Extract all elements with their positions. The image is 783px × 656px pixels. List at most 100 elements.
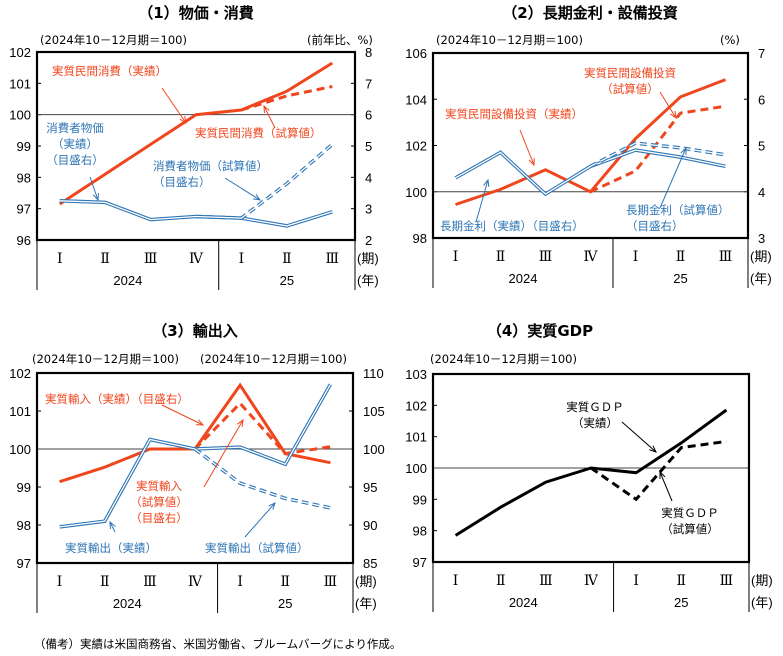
annotation-text: 実質民間設備投資 — [584, 66, 676, 80]
left-tick-label: 98 — [413, 231, 427, 246]
annotation-arrow-icon — [659, 471, 673, 502]
right-tick-label: 7 — [758, 46, 765, 61]
x-year-label: 2024 — [509, 595, 538, 610]
left-tick-label: 102 — [9, 45, 31, 60]
annotation-arrowhead-icon — [483, 178, 490, 188]
left-tick-label: 98 — [17, 518, 31, 533]
right-tick-label: 3 — [758, 231, 765, 246]
annotation-text: （目盛右） — [153, 175, 211, 189]
annotation-text: 実質輸出（実績） — [65, 541, 157, 555]
right-tick-label: 4 — [365, 170, 372, 185]
x-tick-label: Ⅲ — [539, 574, 553, 589]
x-unit-period: (期) — [751, 573, 773, 588]
left-axis-unit: (2024年10－12月期＝100) — [436, 33, 583, 47]
x-tick-label: Ⅰ — [453, 574, 459, 589]
annotation: 長期金利（実績）（目盛右） — [440, 178, 584, 233]
right-tick-label: 100 — [363, 442, 385, 457]
x-tick-label: Ⅳ — [188, 575, 203, 590]
right-tick-label: 8 — [365, 45, 372, 60]
right-tick-label: 5 — [758, 139, 765, 154]
left-tick-label: 97 — [413, 555, 427, 570]
annotation-text: （試算値） — [661, 522, 719, 536]
annotation: 実質ＧＤＰ （実績） — [566, 400, 657, 453]
footnote: （備考）実績は米国商務省、米国労働省、ブルームバーグにより作成。 — [34, 639, 402, 651]
annotation-text: 実質民間設備投資（実績） — [445, 107, 583, 121]
annotation-text: （目盛右） — [626, 219, 684, 233]
annotation-arrowhead-icon — [649, 445, 657, 453]
x-tick-label: Ⅰ — [57, 575, 63, 590]
annotation-text: 実質民間消費（実績） — [52, 64, 167, 78]
annotation: 実質民間消費（実績） — [52, 64, 187, 125]
series-polyline — [58, 61, 334, 206]
x-tick-label: Ⅳ — [189, 252, 204, 267]
annotation: 消費者物価 （実績） （目盛右） — [46, 121, 104, 202]
series-polyline — [193, 401, 331, 456]
x-tick-label: Ⅱ — [677, 574, 687, 589]
left-tick-label: 99 — [413, 492, 427, 507]
right-tick-label: 3 — [365, 202, 372, 217]
left-tick-label: 99 — [17, 480, 31, 495]
x-year-label: 25 — [278, 596, 292, 611]
x-year-label: 25 — [673, 271, 687, 286]
right-axis-unit: (%) — [720, 33, 740, 47]
annotation-arrowhead-icon — [268, 502, 276, 510]
series-polyline-inner — [195, 143, 333, 219]
series-polyline — [454, 148, 726, 197]
x-tick-label: Ⅱ — [496, 250, 506, 265]
left-tick-label: 101 — [9, 404, 31, 419]
series-line — [193, 447, 331, 510]
annotation-arrowhead-icon — [109, 520, 116, 530]
right-tick-label: 5 — [365, 139, 372, 154]
chart-title: （4）実質GDP — [487, 322, 593, 340]
x-unit-period: (期) — [357, 251, 379, 266]
annotation-arrow-icon — [109, 521, 116, 533]
annotation: 実質輸出（実績） — [65, 520, 157, 555]
left-tick-label: 97 — [17, 556, 31, 571]
x-unit-year: (年) — [750, 271, 772, 286]
left-tick-label: 100 — [405, 185, 427, 200]
annotation-arrow-icon — [89, 176, 99, 201]
annotation-arrowhead-icon — [659, 470, 666, 480]
series-polyline — [195, 143, 334, 220]
series-line — [454, 148, 726, 197]
x-tick-label: Ⅲ — [143, 575, 157, 590]
annotation-arrow-icon — [659, 147, 687, 209]
annotation: 実質民間設備投資（実績） — [445, 107, 583, 167]
annotation: 消費者物価（試算値） （目盛右） — [153, 159, 268, 201]
series-line — [589, 141, 726, 168]
left-tick-label: 101 — [9, 76, 31, 91]
left-tick-label: 102 — [9, 366, 31, 381]
x-tick-label: Ⅳ — [584, 574, 599, 589]
x-unit-year: (年) — [355, 596, 377, 611]
x-unit-period: (期) — [750, 249, 772, 264]
annotation-text: 実質民間消費（試算値） — [195, 126, 322, 140]
right-tick-label: 6 — [758, 92, 765, 107]
x-tick-label: Ⅲ — [720, 574, 734, 589]
x-tick-label: Ⅲ — [719, 250, 733, 265]
x-tick-label: Ⅰ — [239, 252, 245, 267]
annotation-text: （目盛右） — [130, 511, 188, 525]
left-axis-unit: (2024年10－12月期＝100) — [430, 352, 577, 366]
panel-1: （1）物価・消費 (2024年10－12月期＝100) (前年比、%) 102 101 1… — [9, 4, 379, 290]
series-line — [590, 439, 727, 502]
x-tick-label: Ⅰ — [237, 575, 243, 590]
chart-title: （3）輸出入 — [152, 322, 237, 340]
series-polyline-inner — [59, 200, 333, 227]
annotation: 実質輸出（試算値） — [205, 502, 309, 555]
annotation: 実質ＧＤＰ （試算値） — [659, 470, 719, 536]
x-year-label: 25 — [674, 595, 688, 610]
annotation-arrowhead-icon — [179, 116, 187, 125]
annotation-arrowhead-icon — [670, 111, 677, 120]
series-polyline — [240, 85, 333, 112]
left-tick-label: 106 — [405, 46, 427, 61]
x-tick-label: Ⅱ — [282, 252, 292, 267]
annotation-arrow-icon — [475, 179, 489, 223]
x-tick-label: Ⅳ — [584, 250, 599, 265]
series-polyline — [590, 439, 727, 502]
chart-title: （2）長期金利・設備投資 — [502, 4, 677, 22]
series-line — [240, 85, 333, 112]
x-tick-label: Ⅰ — [633, 574, 639, 589]
annotation-arrow-icon — [244, 502, 276, 538]
annotation-text: 実質輸出（試算値） — [205, 541, 309, 555]
left-axis-unit: (2024年10－12月期＝100) — [32, 352, 179, 366]
